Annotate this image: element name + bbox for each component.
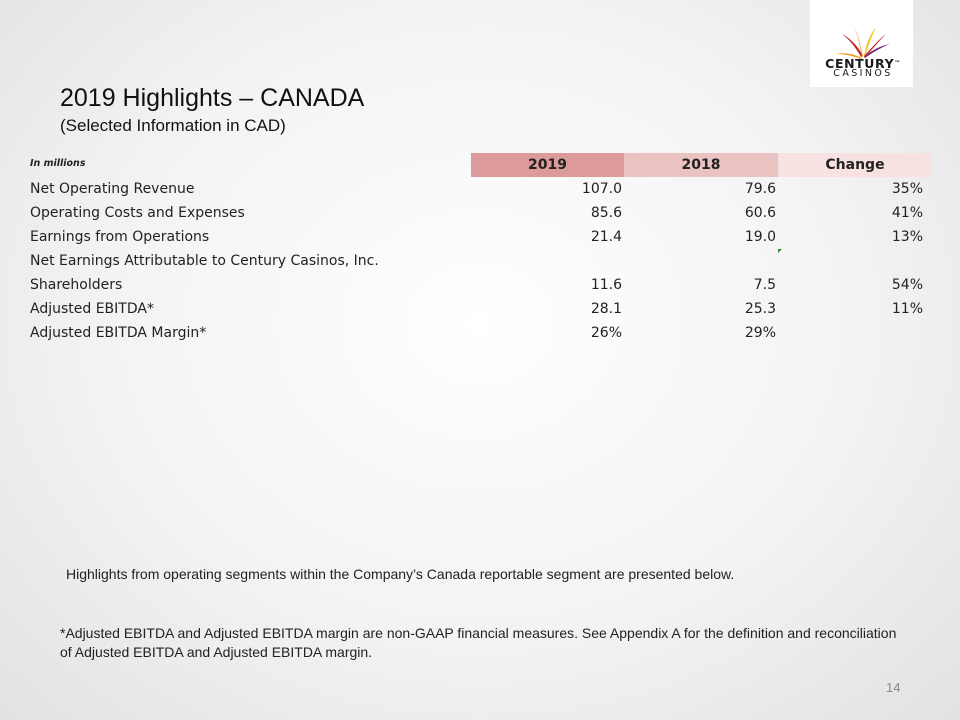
segment-note: Highlights from operating segments withi… xyxy=(66,566,735,582)
value-2018: 79.6 xyxy=(744,181,776,197)
logo-text-century: CENTURY™ xyxy=(825,56,901,71)
table-row: Adjusted EBITDA* 28.1 25.3 11% xyxy=(28,297,932,321)
value-2019: 26% xyxy=(590,325,622,341)
value-2018: 60.6 xyxy=(744,205,776,221)
highlights-table: In millions 2019 2018 Change Net Operati… xyxy=(28,153,932,345)
logo-text-casinos: CASINOS xyxy=(833,68,893,79)
row-label: Shareholders xyxy=(30,277,123,293)
cell-comment-marker-icon xyxy=(778,249,782,253)
row-label: Net Earnings Attributable to Century Cas… xyxy=(30,253,379,269)
row-label: Adjusted EBITDA Margin* xyxy=(30,325,207,341)
row-label: Earnings from Operations xyxy=(30,229,210,245)
page-subtitle: (Selected Information in CAD) xyxy=(60,116,286,135)
value-2018: 29% xyxy=(744,325,776,341)
header-2019: 2019 xyxy=(471,153,624,177)
table-row: Adjusted EBITDA Margin* 26% 29% xyxy=(28,321,932,345)
value-2018: 7.5 xyxy=(753,277,776,293)
value-2019: 107.0 xyxy=(581,181,622,197)
unit-label: In millions xyxy=(30,158,86,169)
value-2019: 28.1 xyxy=(590,301,622,317)
table-row: Net Operating Revenue 107.0 79.6 35% xyxy=(28,177,932,201)
row-label: Operating Costs and Expenses xyxy=(30,205,245,221)
page-number: 14 xyxy=(886,680,901,695)
value-change: 54% xyxy=(891,277,923,293)
page-title: 2019 Highlights – CANADA xyxy=(60,84,365,112)
row-label: Net Operating Revenue xyxy=(30,181,195,197)
starburst-logo-icon xyxy=(836,26,890,59)
value-change: 35% xyxy=(891,181,923,197)
row-label: Adjusted EBITDA* xyxy=(30,301,154,317)
footnote: *Adjusted EBITDA and Adjusted EBITDA mar… xyxy=(60,625,897,660)
value-change: 11% xyxy=(891,301,923,317)
table-row: Net Earnings Attributable to Century Cas… xyxy=(28,249,932,273)
value-2018: 19.0 xyxy=(744,229,776,245)
table-header: In millions 2019 2018 Change xyxy=(28,153,932,177)
value-2019: 21.4 xyxy=(590,229,622,245)
century-casinos-logo: CENTURY™ CASINOS xyxy=(810,0,913,87)
table-row: Shareholders 11.6 7.5 54% xyxy=(28,273,932,297)
header-2018: 2018 xyxy=(624,153,778,177)
value-change: 41% xyxy=(891,205,923,221)
value-change: 13% xyxy=(891,229,923,245)
header-change: Change xyxy=(778,153,932,177)
table-row: Operating Costs and Expenses 85.6 60.6 4… xyxy=(28,201,932,225)
value-2019: 11.6 xyxy=(590,277,622,293)
value-2018: 25.3 xyxy=(744,301,776,317)
table-row: Earnings from Operations 21.4 19.0 13% xyxy=(28,225,932,249)
value-2019: 85.6 xyxy=(590,205,622,221)
